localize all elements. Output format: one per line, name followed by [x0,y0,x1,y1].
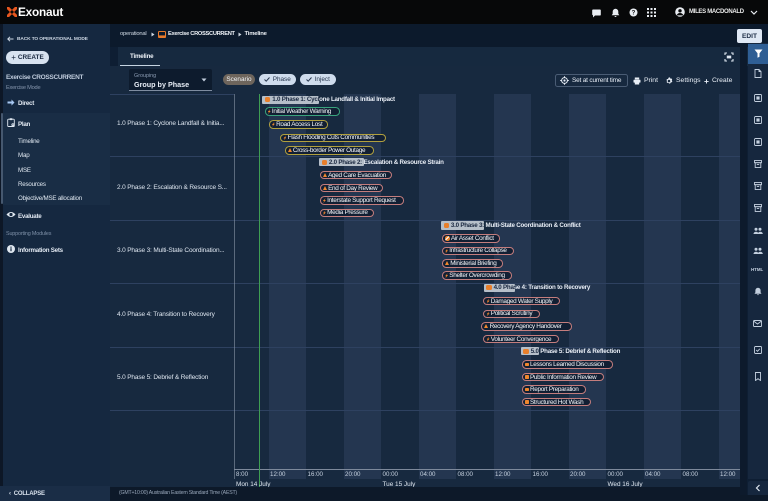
svg-text:?: ? [632,11,636,17]
